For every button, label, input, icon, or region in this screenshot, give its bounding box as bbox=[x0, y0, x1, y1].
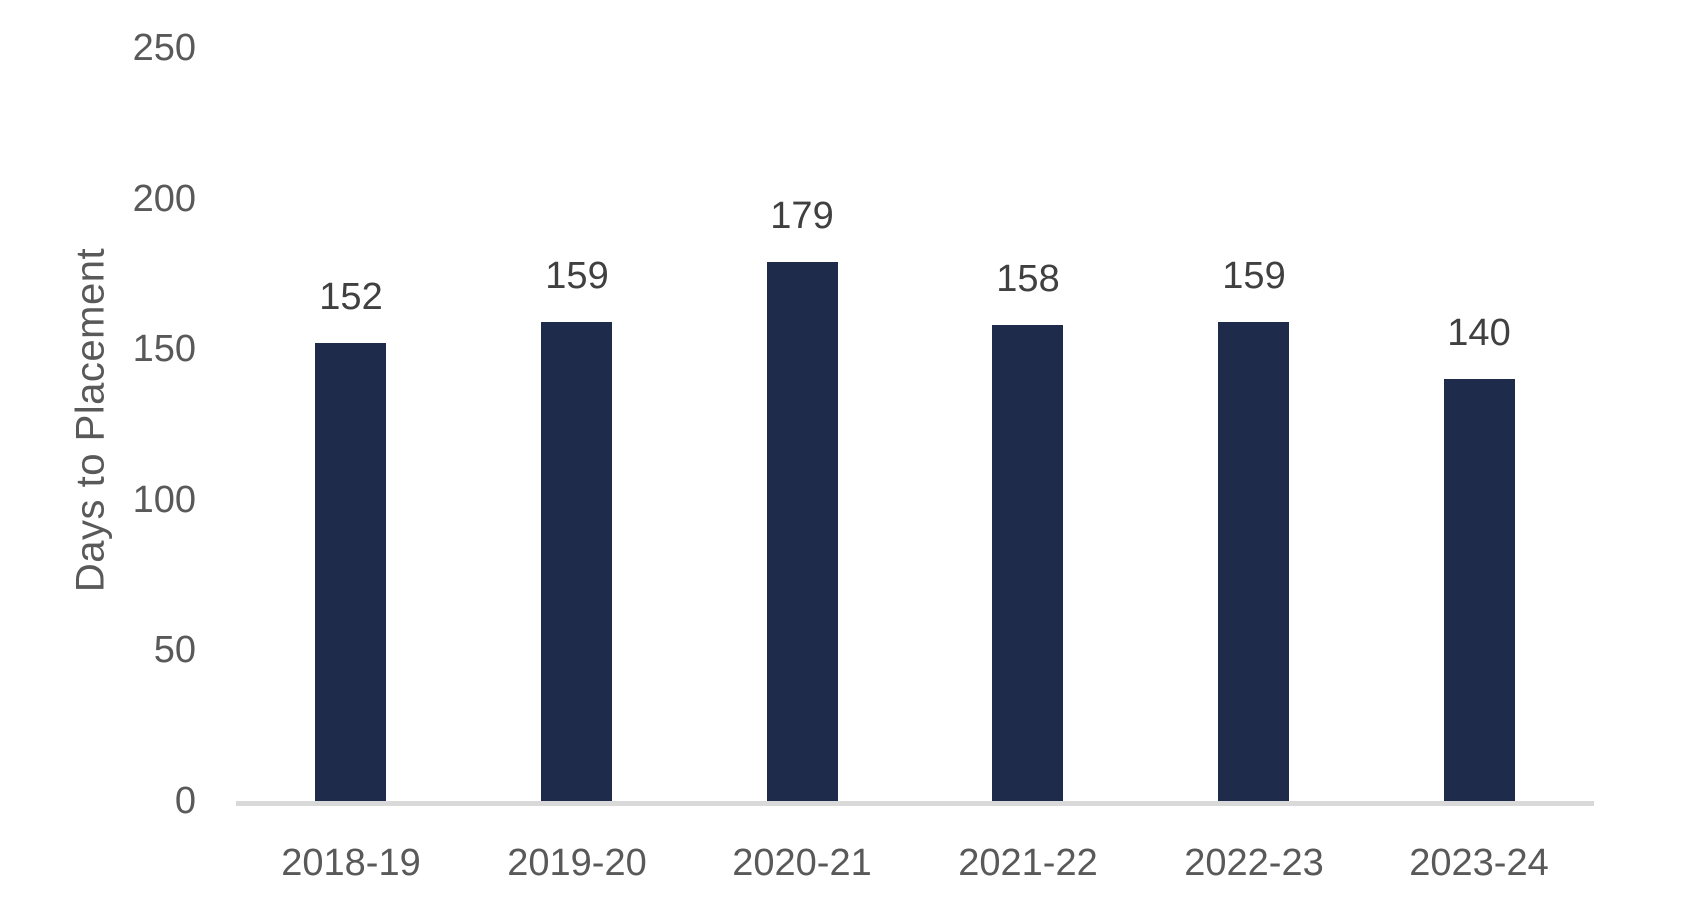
bar bbox=[315, 343, 386, 801]
bar bbox=[1444, 379, 1515, 801]
x-tick-label: 2023-24 bbox=[1409, 842, 1549, 884]
x-tick-label: 2018-19 bbox=[281, 842, 421, 884]
bar-value-label: 140 bbox=[1447, 312, 1511, 354]
x-tick-label: 2019-20 bbox=[507, 842, 647, 884]
plot-area: 152 159 179 158 159 140 bbox=[238, 48, 1592, 801]
bar bbox=[992, 325, 1063, 801]
bar-value-label: 179 bbox=[770, 195, 834, 237]
bar-value-label: 159 bbox=[545, 255, 609, 297]
bar bbox=[767, 262, 838, 801]
bar bbox=[1218, 322, 1289, 801]
x-axis-line bbox=[236, 801, 1594, 806]
y-tick-label: 150 bbox=[132, 328, 196, 371]
y-tick-label: 0 bbox=[174, 780, 196, 822]
y-tick-label: 250 bbox=[132, 27, 196, 69]
bar-value-label: 158 bbox=[996, 258, 1060, 300]
bar-value-label: 159 bbox=[1222, 255, 1286, 297]
x-tick-label: 2021-22 bbox=[958, 842, 1098, 884]
y-axis-title: Days to Placement bbox=[68, 247, 113, 593]
x-tick-label: 2022-23 bbox=[1184, 842, 1324, 884]
y-tick-label: 100 bbox=[132, 478, 196, 521]
bar-value-label: 152 bbox=[319, 276, 383, 318]
y-tick-label: 50 bbox=[153, 629, 196, 672]
bar bbox=[541, 322, 612, 801]
y-tick-label: 200 bbox=[132, 177, 196, 220]
x-tick-label: 2020-21 bbox=[732, 842, 872, 884]
